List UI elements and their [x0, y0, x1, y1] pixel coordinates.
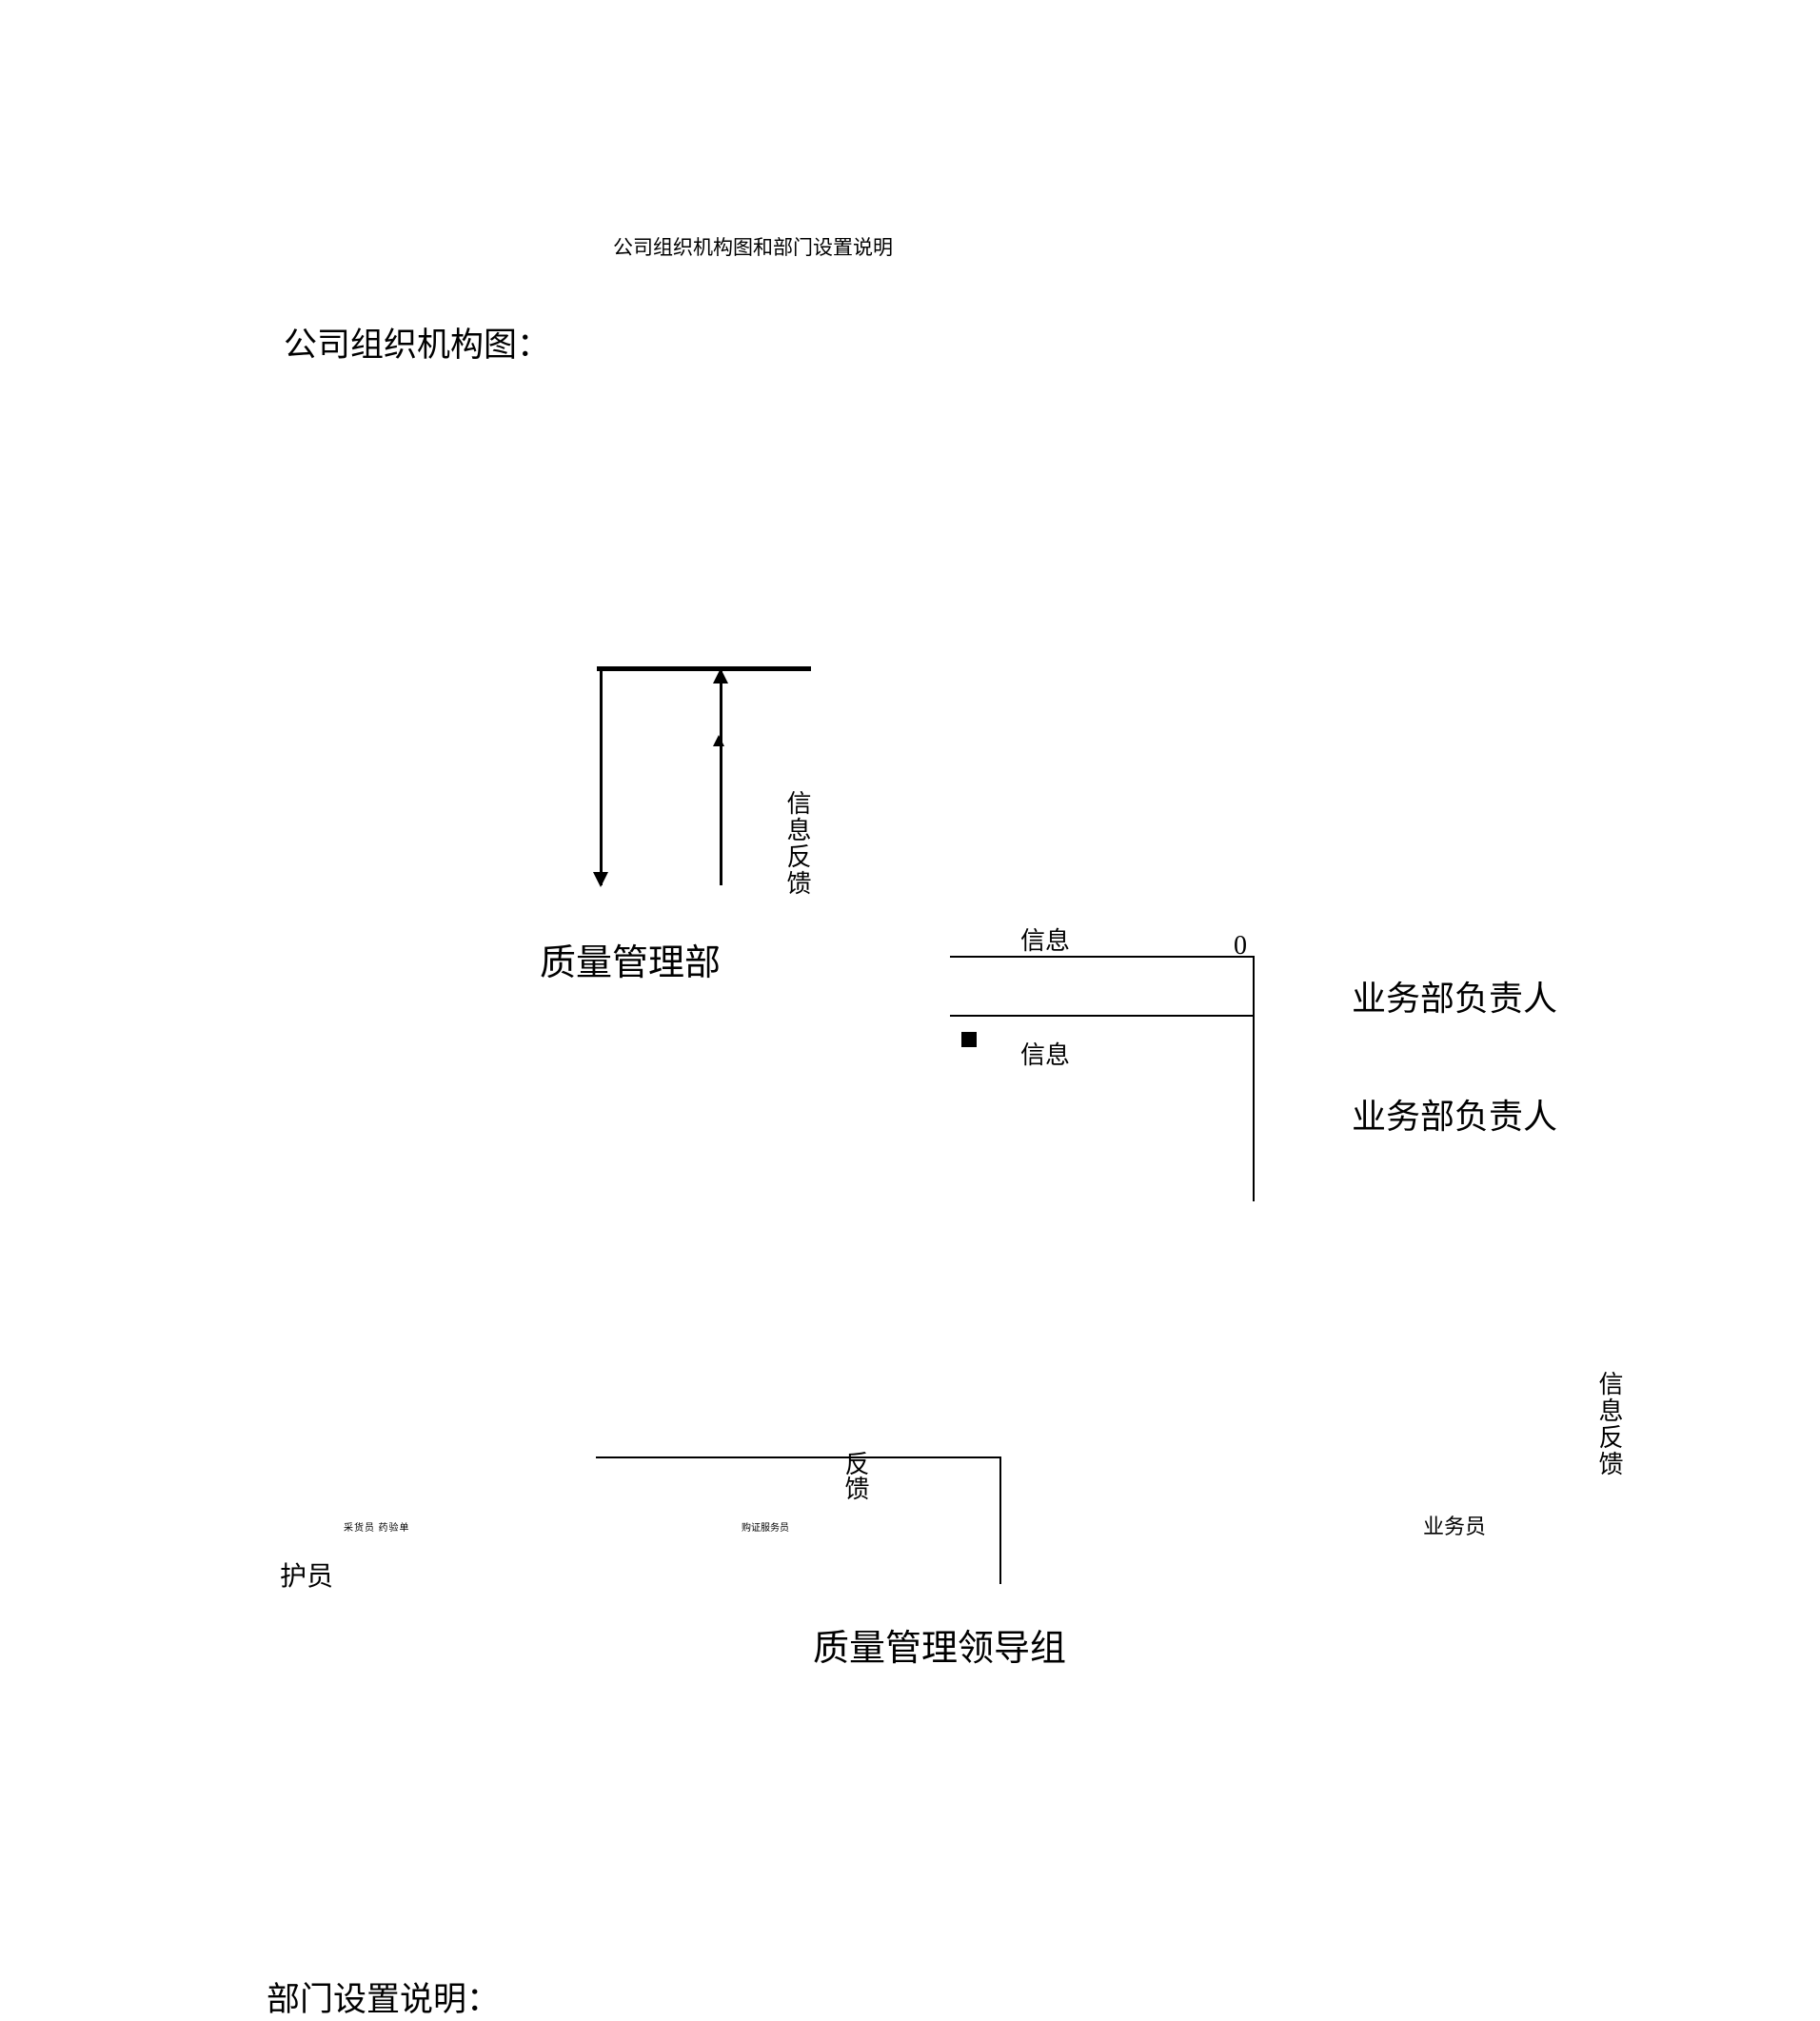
quality-leader-group: 质量管理领导组	[813, 1618, 1066, 1671]
feedback-vertical: 反馈	[838, 1451, 873, 1500]
business-head-1: 业务部负责人	[1352, 971, 1557, 1020]
hline-info2	[950, 1015, 1255, 1017]
vline-left	[600, 666, 603, 885]
small-label-1: 采货员 药验单	[344, 1519, 410, 1534]
hline-lower	[596, 1456, 1001, 1458]
vertical-feedback-2: 信息反馈	[1592, 1371, 1627, 1477]
huyuan-label: 护员	[280, 1555, 333, 1594]
arrow-down-icon	[593, 872, 608, 887]
document-title: 公司组织机构图和部门设置说明	[613, 232, 893, 261]
arrow-up-icon	[713, 668, 728, 684]
vertical-feedback-1: 信息反馈	[780, 790, 815, 897]
info-label-2: 信息	[1020, 1036, 1070, 1071]
section1-heading: 公司组织机构图：	[284, 318, 550, 367]
small-label-2: 购证服务员	[742, 1519, 789, 1534]
page-container: 公司组织机构图和部门设置说明 公司组织机构图： 信息反馈 质量管理部 信息 0 …	[0, 0, 1820, 2011]
quality-mgmt-dept: 质量管理部	[540, 933, 721, 985]
vline-info	[1253, 956, 1255, 1201]
hline-info1	[950, 956, 1255, 958]
arrow-up-small-icon	[713, 735, 724, 746]
business-head-2: 业务部负责人	[1352, 1089, 1557, 1139]
info-label-1: 信息	[1020, 921, 1070, 957]
yewuyuan-label: 业务员	[1423, 1510, 1486, 1540]
section2-heading: 部门设置说明：	[267, 1972, 500, 2021]
square-marker-icon	[961, 1032, 977, 1047]
vline-right	[720, 666, 722, 885]
vline-lower	[999, 1456, 1001, 1584]
hline-top	[597, 666, 811, 671]
